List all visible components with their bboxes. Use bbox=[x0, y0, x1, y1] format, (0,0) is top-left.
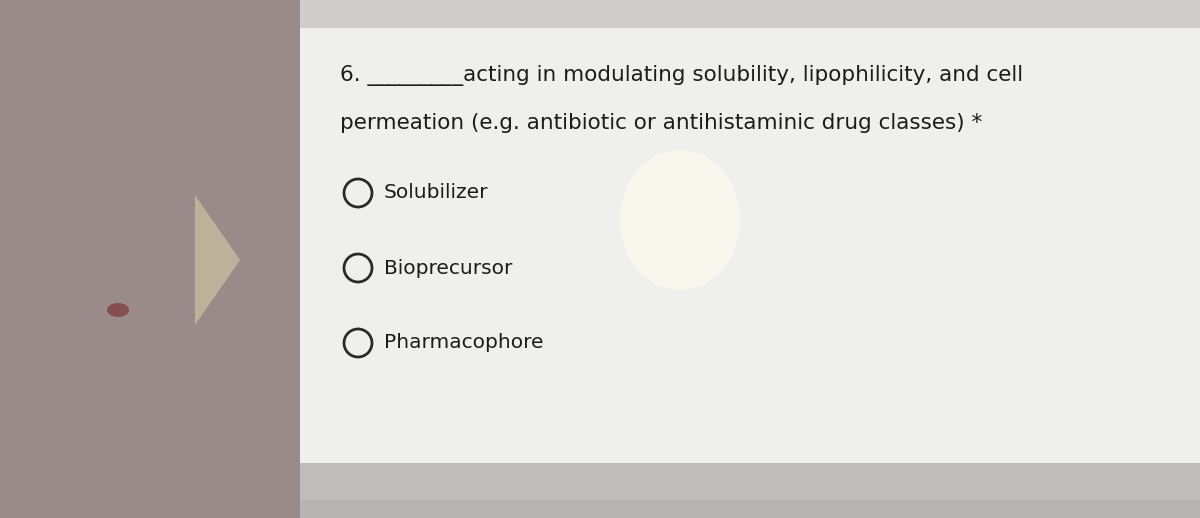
Text: Pharmacophore: Pharmacophore bbox=[384, 334, 544, 353]
FancyBboxPatch shape bbox=[300, 463, 1200, 518]
Ellipse shape bbox=[620, 150, 740, 290]
Text: permeation (e.g. antibiotic or antihistaminic drug classes) *: permeation (e.g. antibiotic or antihista… bbox=[340, 113, 983, 133]
Text: Solubilizer: Solubilizer bbox=[384, 183, 488, 203]
FancyBboxPatch shape bbox=[0, 0, 300, 518]
Text: Bioprecursor: Bioprecursor bbox=[384, 258, 512, 278]
FancyBboxPatch shape bbox=[300, 0, 1200, 28]
Text: 6. _________acting in modulating solubility, lipophilicity, and cell: 6. _________acting in modulating solubil… bbox=[340, 65, 1024, 87]
Ellipse shape bbox=[107, 303, 130, 317]
Polygon shape bbox=[194, 195, 240, 325]
FancyBboxPatch shape bbox=[300, 28, 1200, 463]
FancyBboxPatch shape bbox=[300, 500, 1200, 518]
